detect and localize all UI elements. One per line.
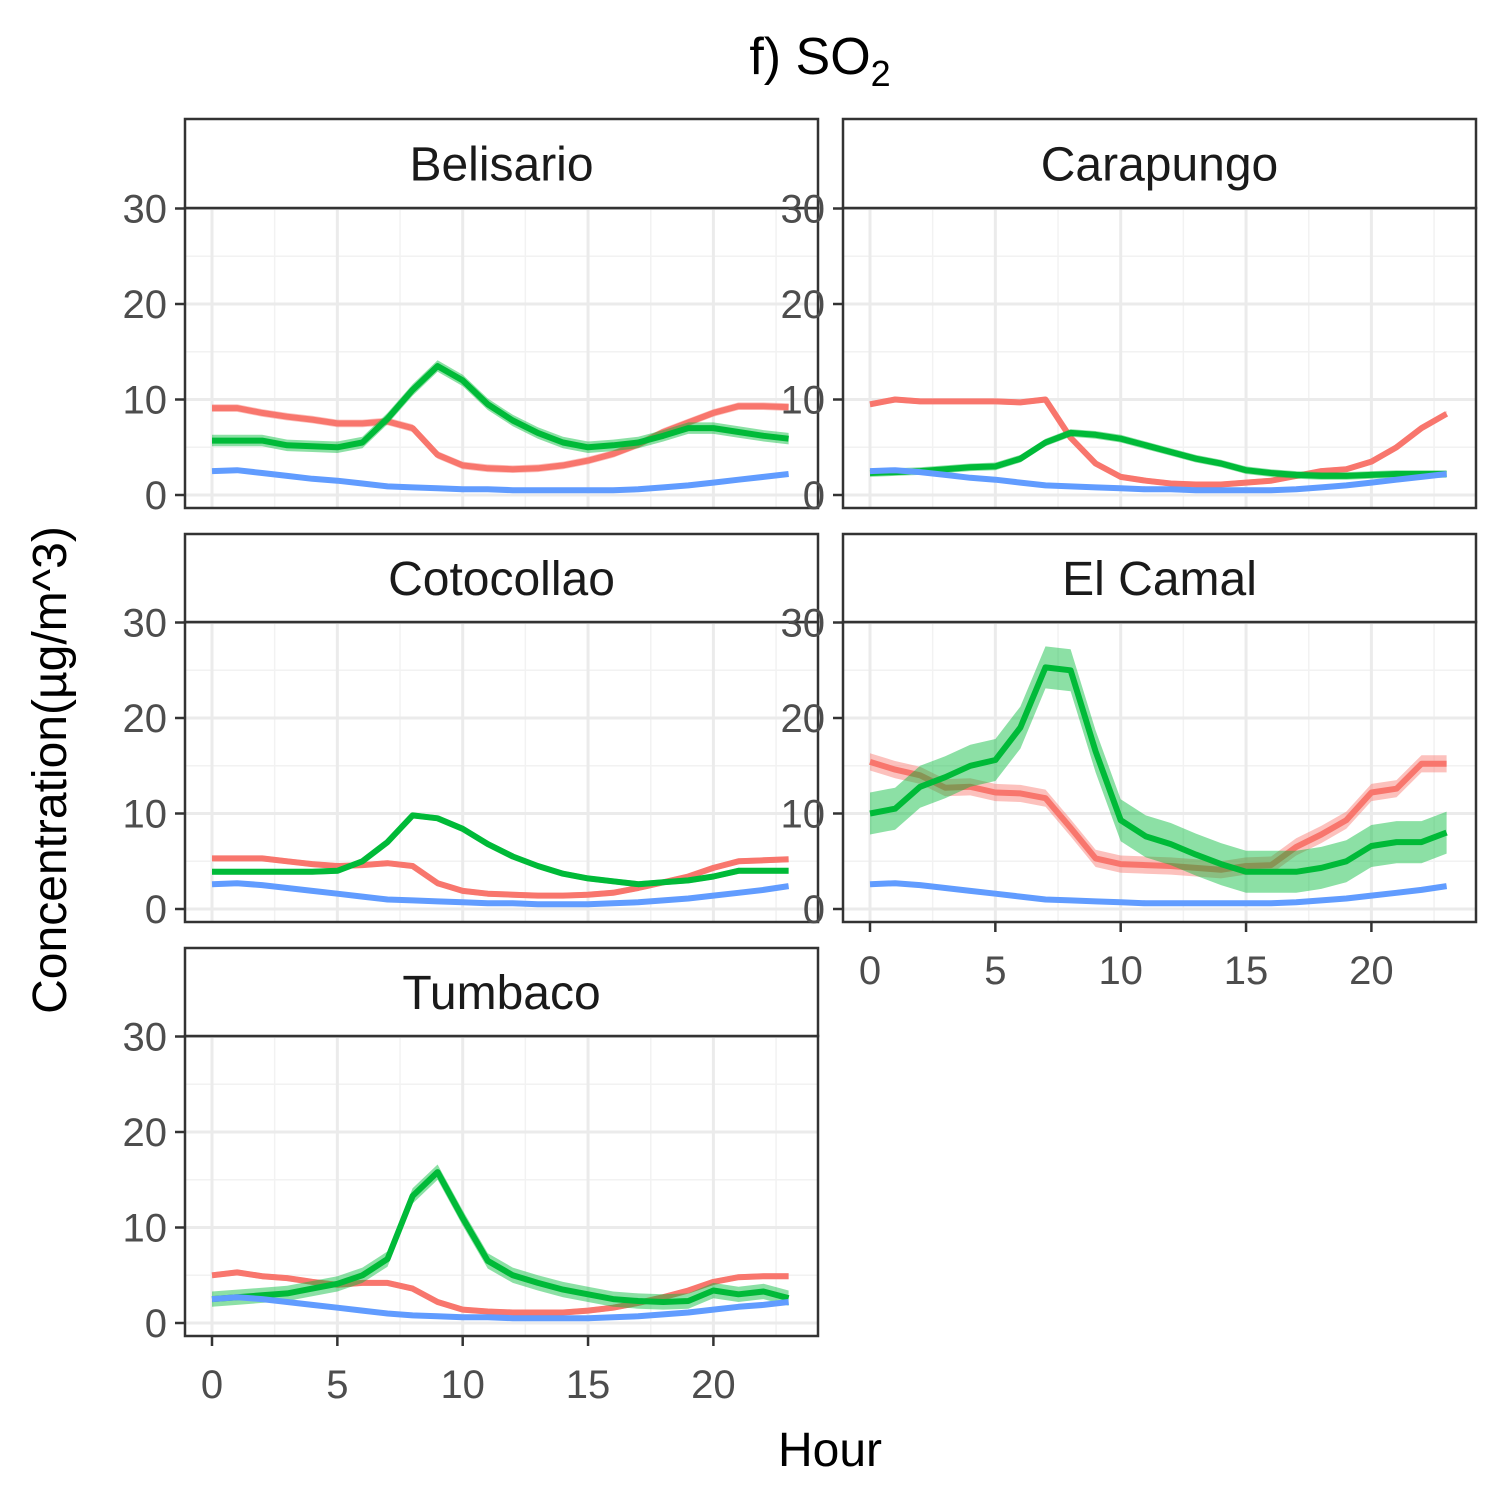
x-tick-label: 5: [326, 1363, 348, 1407]
chart-title: f) SO2: [749, 28, 890, 94]
facet-panel: Belisario 0 10 20 30: [123, 117, 820, 518]
y-axis-title: Concentration(µg/m^3): [24, 526, 77, 1014]
y-tick-label: 0: [145, 888, 167, 932]
series-line: [212, 403, 789, 473]
y-tick-label: 10: [123, 793, 168, 837]
x-tick-label: 0: [859, 949, 881, 993]
series-line: [869, 759, 1447, 873]
x-tick-label: 10: [440, 1363, 485, 1407]
series-line: [211, 1269, 789, 1316]
confidence-band: [212, 402, 789, 473]
y-tick-label: 0: [145, 474, 167, 518]
facet-panel: Carapungo 0 10 20 30: [781, 117, 1478, 518]
facet-panels: Belisario0102030Carapungo0102030Cotocoll…: [123, 117, 1478, 1407]
y-tick-label: 10: [781, 379, 826, 423]
panel-background: [185, 208, 818, 508]
series-line: [869, 429, 1447, 479]
series-line: [212, 812, 789, 888]
y-tick-label: 10: [781, 793, 826, 837]
facet-strip-label: El Camal: [1062, 553, 1257, 606]
x-tick-label: 15: [1224, 949, 1269, 993]
y-tick-label: 20: [781, 283, 826, 327]
y-tick-label: 20: [781, 697, 826, 741]
confidence-band: [212, 1164, 789, 1310]
series-line: [212, 855, 789, 899]
series-line: [869, 467, 1447, 494]
x-axis-title: Hour: [778, 1424, 882, 1477]
y-tick-label: 20: [123, 283, 168, 327]
panel-background: [843, 208, 1476, 508]
facet-strip: [183, 532, 820, 624]
facet-panel: El Camal 0 10 20 30 0 5 10 15 20: [781, 532, 1478, 993]
facet-strip: [841, 117, 1478, 210]
y-tick-label: 20: [123, 1111, 168, 1155]
y-tick-label: 0: [803, 474, 825, 518]
y-tick-label: 0: [803, 888, 825, 932]
y-tick-label: 0: [145, 1302, 167, 1346]
x-tick-label: 20: [1349, 949, 1394, 993]
x-tick-label: 10: [1098, 949, 1143, 993]
facet-strip-label: Belisario: [409, 139, 593, 192]
series-line: [211, 880, 790, 908]
x-tick-label: 15: [566, 1363, 611, 1407]
y-tick-label: 10: [123, 1207, 168, 1251]
confidence-band: [212, 360, 789, 453]
y-tick-label: 10: [123, 379, 168, 423]
facet-strip-label: Cotocollao: [388, 553, 615, 606]
series-line: [869, 396, 1449, 488]
series-line: [211, 1294, 789, 1322]
series-line: [869, 664, 1448, 875]
facet-strip: [183, 117, 820, 210]
series-line: [211, 467, 789, 494]
y-tick-label: 30: [123, 1016, 168, 1060]
x-tick-label: 5: [984, 949, 1006, 993]
facet-strip: [183, 946, 820, 1038]
x-tick-label: 20: [691, 1363, 736, 1407]
y-tick-label: 30: [123, 188, 168, 232]
y-tick-label: 30: [781, 602, 826, 646]
facet-panel: Tumbaco 0 10 20 30 0 5 10 15 20: [123, 946, 820, 1407]
facet-panel: Cotocollao 0 10 20 30: [123, 532, 820, 932]
y-tick-label: 30: [781, 188, 826, 232]
y-tick-label: 30: [123, 602, 168, 646]
series-line: [212, 363, 789, 451]
series-line: [211, 1169, 790, 1305]
x-tick-label: 0: [201, 1363, 223, 1407]
facet-strip-label: Carapungo: [1041, 139, 1279, 192]
y-tick-label: 20: [123, 697, 168, 741]
facet-strip-label: Tumbaco: [402, 967, 600, 1020]
facet-strip: [841, 532, 1478, 624]
series-line: [869, 880, 1448, 907]
confidence-band: [870, 646, 1447, 893]
